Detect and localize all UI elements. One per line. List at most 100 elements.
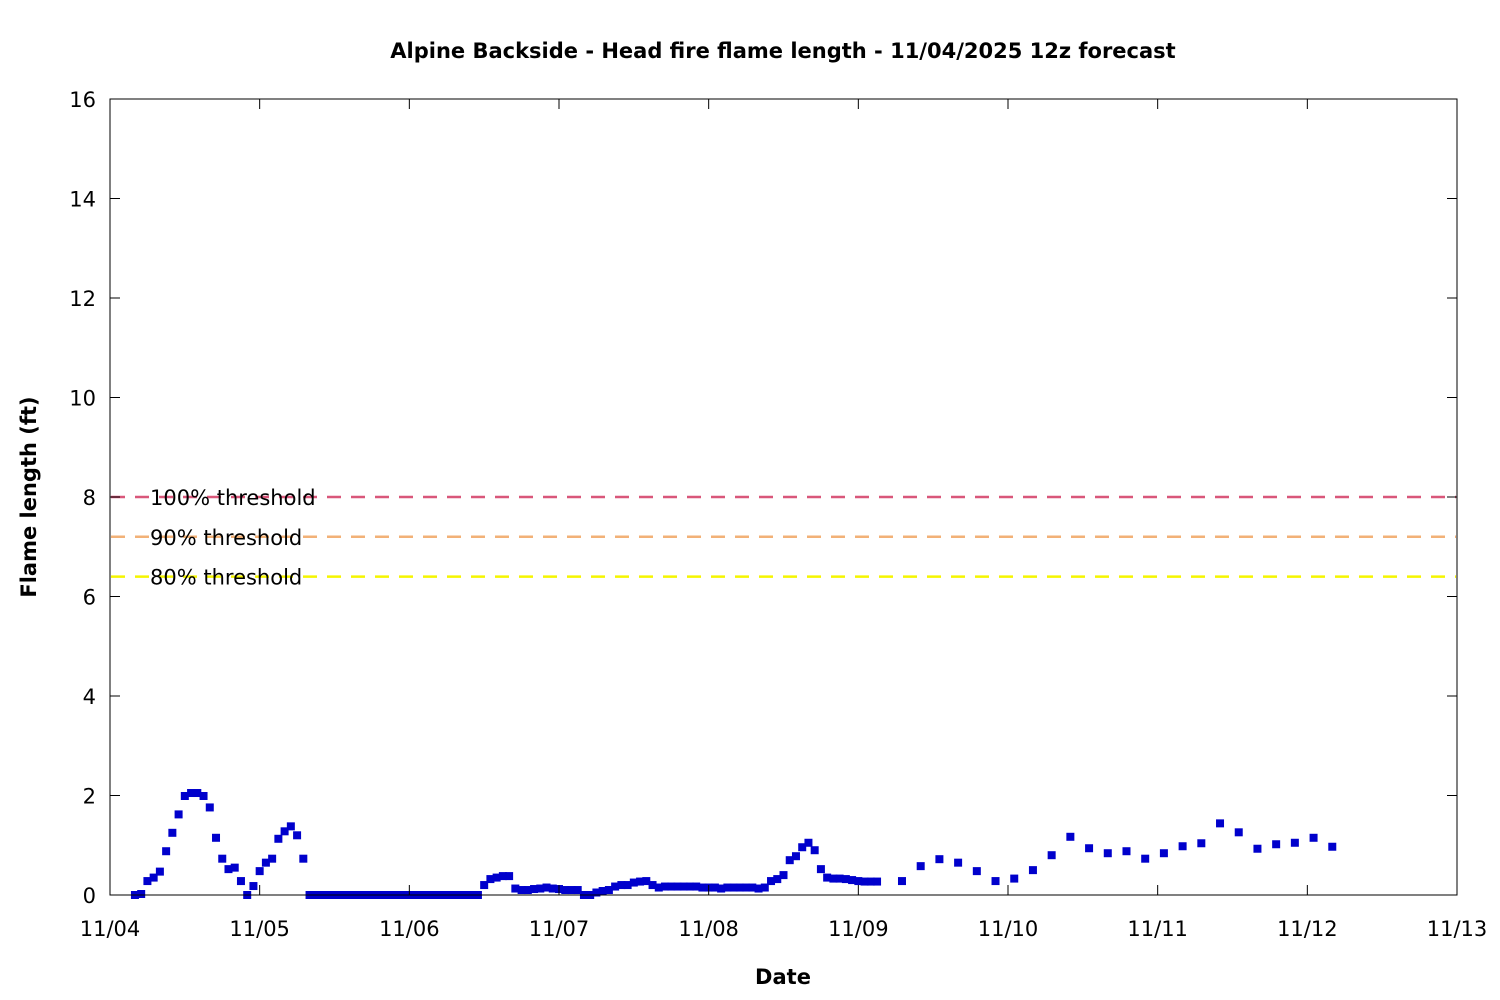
data-point xyxy=(679,882,688,891)
data-point xyxy=(1253,844,1262,853)
threshold-label: 80% threshold xyxy=(150,566,302,590)
data-point xyxy=(779,871,788,880)
data-point xyxy=(848,876,857,885)
data-point xyxy=(567,886,576,895)
data-point xyxy=(723,883,732,892)
data-point xyxy=(1066,832,1075,841)
data-point xyxy=(1328,842,1337,851)
x-tick-label: 11/09 xyxy=(828,917,889,941)
data-point xyxy=(791,852,800,861)
data-point xyxy=(1272,840,1281,849)
data-point xyxy=(1028,866,1037,875)
y-tick-label: 6 xyxy=(83,586,96,610)
data-point xyxy=(1178,842,1187,851)
data-point xyxy=(598,887,607,896)
data-point xyxy=(767,877,776,886)
y-tick-label: 14 xyxy=(69,188,96,212)
data-point xyxy=(511,884,520,893)
data-point xyxy=(162,847,171,856)
data-point xyxy=(629,878,638,887)
data-point xyxy=(1085,844,1094,853)
data-point xyxy=(617,881,626,890)
data-point xyxy=(972,867,981,876)
data-point xyxy=(661,882,670,891)
data-point xyxy=(798,843,807,852)
data-point xyxy=(286,822,295,831)
data-point xyxy=(823,873,832,882)
data-point xyxy=(492,873,501,882)
data-point xyxy=(280,827,289,836)
y-tick-label: 4 xyxy=(83,685,96,709)
data-point xyxy=(623,881,632,890)
data-point xyxy=(505,872,514,881)
data-point xyxy=(193,789,202,798)
data-point xyxy=(1141,854,1150,863)
data-point xyxy=(536,884,545,893)
data-point xyxy=(299,854,308,863)
x-tick-label: 11/08 xyxy=(678,917,739,941)
y-tick-label: 12 xyxy=(69,287,96,311)
data-point xyxy=(773,875,782,884)
data-point xyxy=(897,877,906,886)
data-point xyxy=(804,838,813,847)
x-tick-label: 11/11 xyxy=(1127,917,1188,941)
data-point xyxy=(636,877,645,886)
data-point xyxy=(261,858,270,867)
data-point xyxy=(841,875,850,884)
data-point xyxy=(592,888,601,897)
data-point xyxy=(274,834,283,843)
chart-title: Alpine Backside - Head fire flame length… xyxy=(390,39,1175,63)
data-point xyxy=(710,883,719,892)
data-point xyxy=(667,882,676,891)
data-point xyxy=(654,883,663,892)
data-point xyxy=(692,882,701,891)
data-point xyxy=(835,874,844,883)
data-point xyxy=(604,886,613,895)
data-point xyxy=(1122,847,1131,856)
x-axis-label: Date xyxy=(755,965,811,989)
data-point xyxy=(1234,828,1243,837)
data-point xyxy=(199,791,208,800)
data-point xyxy=(268,854,277,863)
plot-frame xyxy=(109,98,1458,896)
data-point xyxy=(1290,838,1299,847)
data-points xyxy=(130,789,1337,899)
y-tick-label: 10 xyxy=(69,387,96,411)
threshold-label: 100% threshold xyxy=(150,486,316,510)
x-tick-label: 11/10 xyxy=(978,917,1039,941)
data-point xyxy=(1197,839,1206,848)
data-point xyxy=(224,865,233,874)
y-tick-label: 2 xyxy=(83,785,96,809)
x-tick-label: 11/07 xyxy=(529,917,590,941)
data-point xyxy=(530,885,539,894)
data-point xyxy=(866,877,875,886)
data-point xyxy=(748,883,757,892)
data-point xyxy=(860,877,869,886)
data-point xyxy=(1010,874,1019,883)
data-point xyxy=(542,883,551,892)
data-point xyxy=(611,882,620,891)
data-point xyxy=(548,884,557,893)
data-point xyxy=(717,884,726,893)
data-point xyxy=(829,874,838,883)
y-tick-label: 8 xyxy=(83,486,96,510)
data-point xyxy=(137,890,146,899)
y-tick-label: 0 xyxy=(83,884,96,908)
data-point xyxy=(1103,849,1112,858)
data-point xyxy=(486,875,495,884)
data-point xyxy=(760,883,769,892)
x-tick-label: 11/04 xyxy=(80,917,141,941)
data-point xyxy=(673,882,682,891)
data-point xyxy=(854,877,863,886)
data-point xyxy=(873,877,882,886)
x-tick-label: 11/12 xyxy=(1277,917,1338,941)
data-point xyxy=(1159,849,1168,858)
data-point xyxy=(205,803,214,812)
data-point xyxy=(249,882,258,891)
data-point xyxy=(735,883,744,892)
data-point xyxy=(561,886,570,895)
data-point xyxy=(642,877,651,886)
data-point xyxy=(810,846,819,855)
data-point xyxy=(517,886,526,895)
